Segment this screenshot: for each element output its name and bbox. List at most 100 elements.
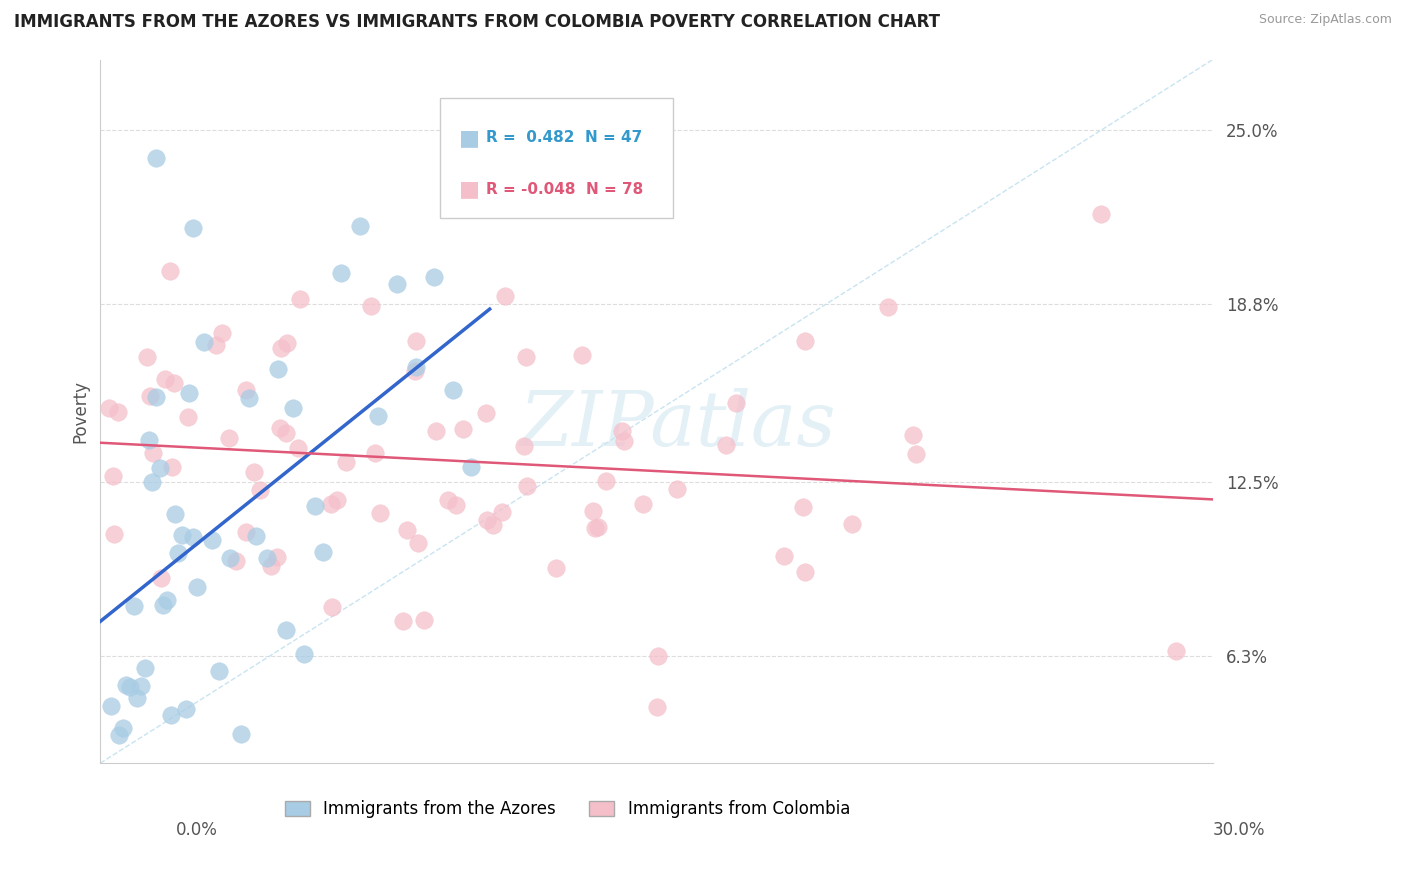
Point [368, 507, 391, 521]
Point [1164, 643, 1187, 657]
Text: ZIPatlas: ZIPatlas [520, 388, 837, 462]
Point [142, 445, 165, 459]
Text: R = -0.048  N = 78: R = -0.048 N = 78 [486, 182, 644, 197]
Point [647, 649, 669, 664]
Point [385, 277, 408, 291]
Point [115, 678, 138, 692]
Point [571, 348, 593, 362]
Point [243, 465, 266, 479]
Point [270, 341, 292, 355]
Point [321, 600, 343, 615]
Point [153, 371, 176, 385]
Point [267, 361, 290, 376]
Point [152, 598, 174, 612]
Point [177, 410, 200, 425]
FancyBboxPatch shape [440, 98, 673, 218]
Legend: Immigrants from the Azores, Immigrants from Colombia: Immigrants from the Azores, Immigrants f… [278, 794, 856, 825]
Point [491, 505, 513, 519]
Point [391, 614, 413, 628]
Point [287, 441, 309, 455]
Text: IMMIGRANTS FROM THE AZORES VS IMMIGRANTS FROM COLOMBIA POVERTY CORRELATION CHART: IMMIGRANTS FROM THE AZORES VS IMMIGRANTS… [14, 13, 941, 31]
Point [193, 335, 215, 350]
Text: 0.0%: 0.0% [176, 821, 218, 838]
Point [238, 391, 260, 405]
Point [436, 493, 458, 508]
Point [335, 455, 357, 469]
Point [714, 438, 737, 452]
Point [283, 401, 305, 416]
Point [205, 338, 228, 352]
Text: R =  0.482  N = 47: R = 0.482 N = 47 [486, 130, 643, 145]
Point [160, 460, 183, 475]
Point [645, 699, 668, 714]
Point [444, 498, 467, 512]
Point [423, 269, 446, 284]
Point [159, 264, 181, 278]
Point [451, 422, 474, 436]
Point [725, 396, 748, 410]
Point [404, 364, 426, 378]
Point [367, 409, 389, 423]
Point [260, 559, 283, 574]
Text: ■: ■ [458, 128, 479, 148]
Point [225, 554, 247, 568]
Point [405, 360, 427, 375]
Point [482, 517, 505, 532]
Point [425, 424, 447, 438]
Point [477, 513, 499, 527]
Point [613, 434, 636, 448]
Point [218, 431, 240, 445]
Point [256, 550, 278, 565]
Point [405, 334, 427, 348]
Point [513, 439, 536, 453]
Point [107, 405, 129, 419]
Point [586, 520, 609, 534]
Point [516, 478, 538, 492]
Point [208, 665, 231, 679]
Point [544, 560, 567, 574]
Point [349, 219, 371, 234]
Point [159, 708, 181, 723]
Point [139, 389, 162, 403]
Point [406, 536, 429, 550]
Point [149, 460, 172, 475]
Point [98, 401, 121, 415]
Point [515, 350, 537, 364]
Point [138, 433, 160, 447]
Point [274, 624, 297, 638]
Point [235, 383, 257, 397]
Point [145, 151, 167, 165]
Point [583, 521, 606, 535]
Point [494, 289, 516, 303]
Point [793, 566, 815, 580]
Point [108, 728, 131, 742]
Point [792, 500, 814, 515]
Point [163, 508, 186, 522]
Point [841, 517, 863, 532]
Point [134, 661, 156, 675]
Point [156, 592, 179, 607]
Point [149, 571, 172, 585]
Point [793, 334, 815, 348]
Point [145, 390, 167, 404]
Point [103, 526, 125, 541]
Point [666, 482, 689, 496]
Point [174, 702, 197, 716]
Point [901, 428, 924, 442]
Point [235, 524, 257, 539]
Point [413, 613, 436, 627]
Point [312, 545, 335, 559]
Point [396, 523, 419, 537]
Point [304, 499, 326, 513]
Point [612, 424, 634, 438]
Point [631, 497, 654, 511]
Point [245, 529, 267, 543]
Point [211, 326, 233, 341]
Point [231, 726, 253, 740]
Text: Source: ZipAtlas.com: Source: ZipAtlas.com [1258, 13, 1392, 27]
Point [129, 679, 152, 693]
Point [877, 300, 900, 314]
Point [364, 446, 387, 460]
Point [186, 580, 208, 594]
Point [582, 504, 605, 518]
